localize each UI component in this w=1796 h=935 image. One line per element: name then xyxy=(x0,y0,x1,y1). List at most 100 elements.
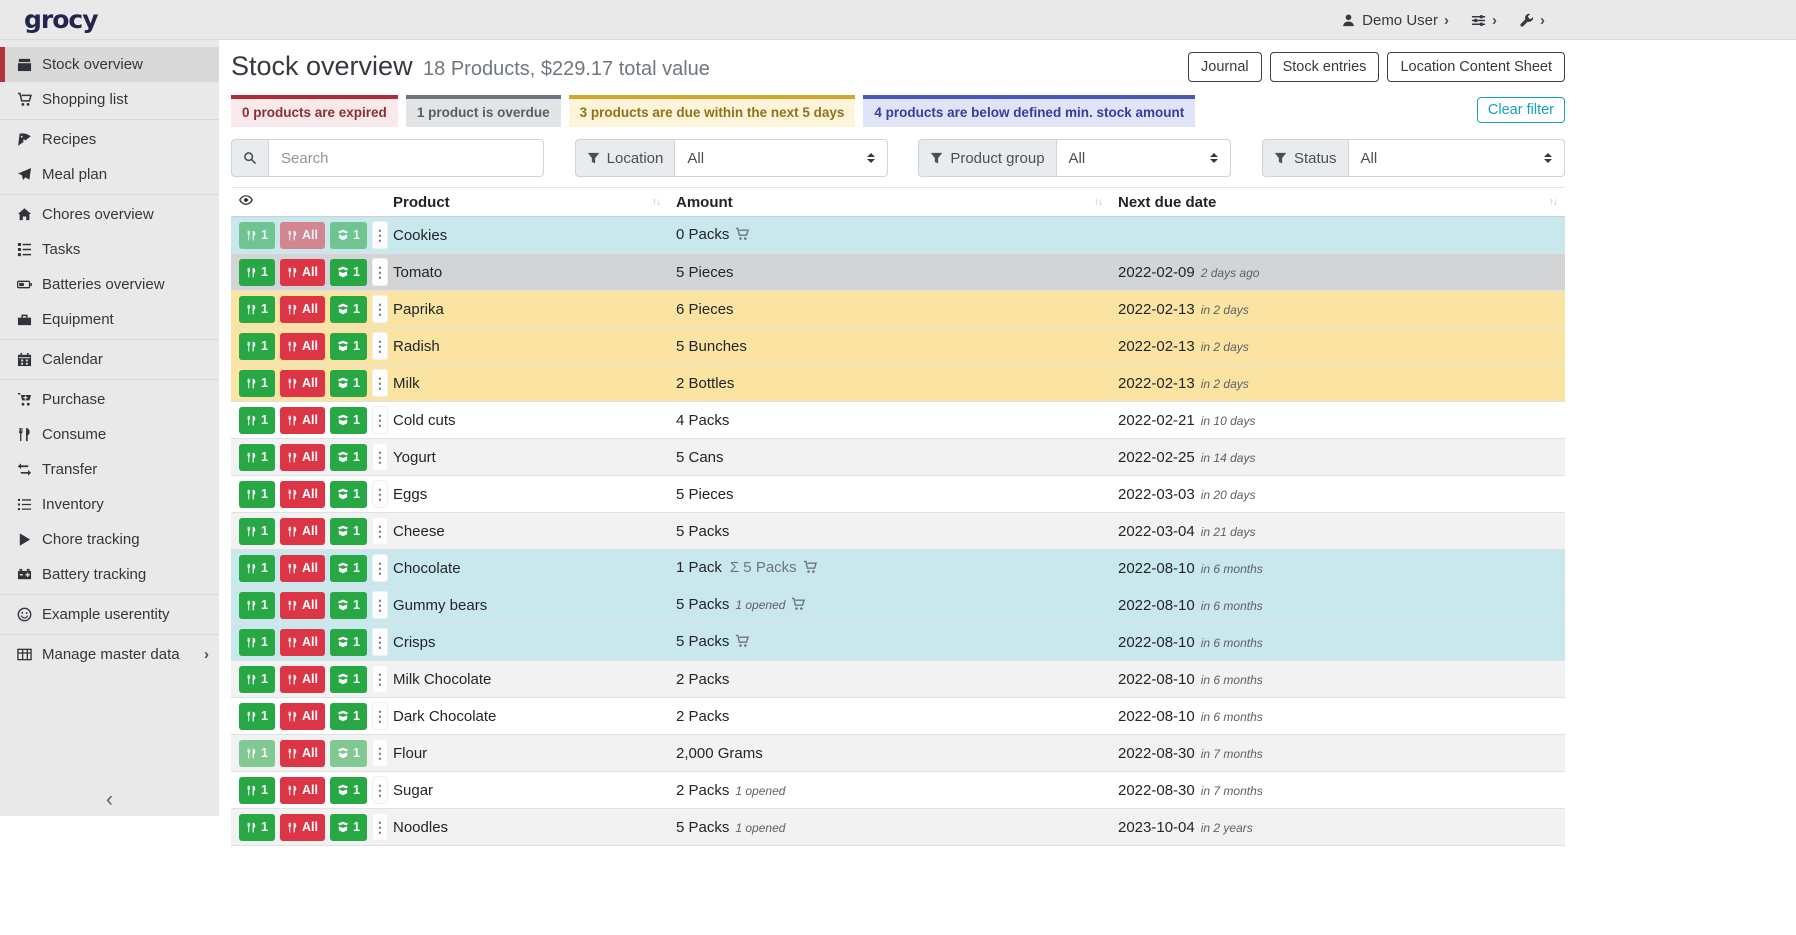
sidebar-item-manage-master-data[interactable]: Manage master data › xyxy=(0,637,219,672)
sidebar-item-transfer[interactable]: Transfer xyxy=(0,452,219,487)
consume-one-button[interactable]: 1 xyxy=(239,665,275,693)
open-one-button[interactable]: 1 xyxy=(329,406,367,434)
sidebar-collapse-button[interactable]: ‹ xyxy=(106,788,113,811)
row-menu-button[interactable]: ⋮ xyxy=(371,369,388,397)
consume-all-button[interactable]: All xyxy=(279,554,325,582)
sidebar-item-batteries-overview[interactable]: Batteries overview xyxy=(0,267,219,302)
consume-one-button[interactable]: 1 xyxy=(239,332,275,360)
stock-entries-button[interactable]: Stock entries xyxy=(1269,51,1380,82)
consume-all-button[interactable]: All xyxy=(279,406,325,434)
open-one-button[interactable]: 1 xyxy=(329,665,367,693)
visibility-toggle-column-header[interactable] xyxy=(231,187,385,217)
row-menu-button[interactable]: ⋮ xyxy=(371,332,388,360)
consume-all-button[interactable]: All xyxy=(279,628,325,656)
row-menu-button[interactable]: ⋮ xyxy=(371,739,388,767)
sidebar-item-inventory[interactable]: Inventory xyxy=(0,487,219,522)
consume-one-button[interactable]: 1 xyxy=(239,813,275,841)
sidebar-item-purchase[interactable]: Purchase xyxy=(0,382,219,417)
row-menu-button[interactable]: ⋮ xyxy=(371,406,388,434)
sidebar-item-chores-overview[interactable]: Chores overview xyxy=(0,197,219,232)
status-chip-overdue[interactable]: 1 product is overdue xyxy=(405,95,561,127)
column-header-product[interactable]: Product ↑↓ xyxy=(385,187,668,217)
location-select[interactable]: All xyxy=(674,139,888,177)
row-menu-button[interactable]: ⋮ xyxy=(371,628,388,656)
consume-all-button[interactable]: All xyxy=(279,221,325,249)
consume-all-button[interactable]: All xyxy=(279,702,325,730)
consume-all-button[interactable]: All xyxy=(279,813,325,841)
consume-one-button[interactable]: 1 xyxy=(239,702,275,730)
consume-one-button[interactable]: 1 xyxy=(239,517,275,545)
column-header-next-due-date[interactable]: Next due date ↑↓ xyxy=(1110,187,1565,217)
consume-all-button[interactable]: All xyxy=(279,739,325,767)
row-menu-button[interactable]: ⋮ xyxy=(371,702,388,730)
status-chip-expired[interactable]: 0 products are expired xyxy=(231,95,398,127)
consume-all-button[interactable]: All xyxy=(279,665,325,693)
status-select[interactable]: All xyxy=(1347,139,1565,177)
open-one-button[interactable]: 1 xyxy=(329,628,367,656)
open-one-button[interactable]: 1 xyxy=(329,702,367,730)
row-menu-button[interactable]: ⋮ xyxy=(371,665,388,693)
sidebar-item-consume[interactable]: Consume xyxy=(0,417,219,452)
open-one-button[interactable]: 1 xyxy=(329,813,367,841)
journal-button[interactable]: Journal xyxy=(1188,51,1262,82)
consume-all-button[interactable]: All xyxy=(279,295,325,323)
open-one-button[interactable]: 1 xyxy=(329,776,367,804)
open-one-button[interactable]: 1 xyxy=(329,443,367,471)
open-one-button[interactable]: 1 xyxy=(329,295,367,323)
consume-one-button[interactable]: 1 xyxy=(239,369,275,397)
search-input[interactable] xyxy=(268,139,544,177)
admin-menu[interactable]: › xyxy=(1519,13,1545,28)
sidebar-item-meal-plan[interactable]: Meal plan xyxy=(0,157,219,192)
row-menu-button[interactable]: ⋮ xyxy=(371,591,388,619)
consume-one-button[interactable]: 1 xyxy=(239,480,275,508)
open-one-button[interactable]: 1 xyxy=(329,258,367,286)
location-content-sheet-button[interactable]: Location Content Sheet xyxy=(1387,51,1565,82)
open-one-button[interactable]: 1 xyxy=(329,591,367,619)
row-menu-button[interactable]: ⋮ xyxy=(371,480,388,508)
sidebar-item-shopping-list[interactable]: Shopping list xyxy=(0,82,219,117)
consume-one-button[interactable]: 1 xyxy=(239,295,275,323)
consume-all-button[interactable]: All xyxy=(279,480,325,508)
consume-one-button[interactable]: 1 xyxy=(239,258,275,286)
sidebar-item-example-userentity[interactable]: Example userentity xyxy=(0,597,219,632)
sidebar-item-chore-tracking[interactable]: Chore tracking xyxy=(0,522,219,557)
consume-all-button[interactable]: All xyxy=(279,776,325,804)
sidebar-item-tasks[interactable]: Tasks xyxy=(0,232,219,267)
consume-all-button[interactable]: All xyxy=(279,591,325,619)
consume-one-button[interactable]: 1 xyxy=(239,739,275,767)
clear-filter-button[interactable]: Clear filter xyxy=(1476,97,1565,123)
consume-all-button[interactable]: All xyxy=(279,517,325,545)
sidebar-item-stock-overview[interactable]: Stock overview xyxy=(0,47,219,82)
consume-one-button[interactable]: 1 xyxy=(239,554,275,582)
open-one-button[interactable]: 1 xyxy=(329,480,367,508)
open-one-button[interactable]: 1 xyxy=(329,554,367,582)
consume-all-button[interactable]: All xyxy=(279,443,325,471)
sidebar-item-calendar[interactable]: Calendar xyxy=(0,342,219,377)
open-one-button[interactable]: 1 xyxy=(329,369,367,397)
open-one-button[interactable]: 1 xyxy=(329,517,367,545)
consume-one-button[interactable]: 1 xyxy=(239,221,275,249)
consume-all-button[interactable]: All xyxy=(279,369,325,397)
consume-one-button[interactable]: 1 xyxy=(239,406,275,434)
settings-menu[interactable]: › xyxy=(1471,13,1497,28)
row-menu-button[interactable]: ⋮ xyxy=(371,554,388,582)
product-group-select[interactable]: All xyxy=(1055,139,1232,177)
open-one-button[interactable]: 1 xyxy=(329,221,367,249)
open-one-button[interactable]: 1 xyxy=(329,739,367,767)
user-menu[interactable]: Demo User › xyxy=(1341,12,1449,29)
consume-all-button[interactable]: All xyxy=(279,258,325,286)
row-menu-button[interactable]: ⋮ xyxy=(371,221,388,249)
open-one-button[interactable]: 1 xyxy=(329,332,367,360)
consume-one-button[interactable]: 1 xyxy=(239,591,275,619)
consume-one-button[interactable]: 1 xyxy=(239,628,275,656)
row-menu-button[interactable]: ⋮ xyxy=(371,813,388,841)
row-menu-button[interactable]: ⋮ xyxy=(371,443,388,471)
status-chip-duesoon[interactable]: 3 products are due within the next 5 day… xyxy=(568,95,856,127)
consume-all-button[interactable]: All xyxy=(279,332,325,360)
consume-one-button[interactable]: 1 xyxy=(239,776,275,804)
sidebar-item-recipes[interactable]: Recipes xyxy=(0,122,219,157)
column-header-amount[interactable]: Amount ↑↓ xyxy=(668,187,1110,217)
sidebar-item-equipment[interactable]: Equipment xyxy=(0,302,219,337)
row-menu-button[interactable]: ⋮ xyxy=(371,258,388,286)
row-menu-button[interactable]: ⋮ xyxy=(371,295,388,323)
